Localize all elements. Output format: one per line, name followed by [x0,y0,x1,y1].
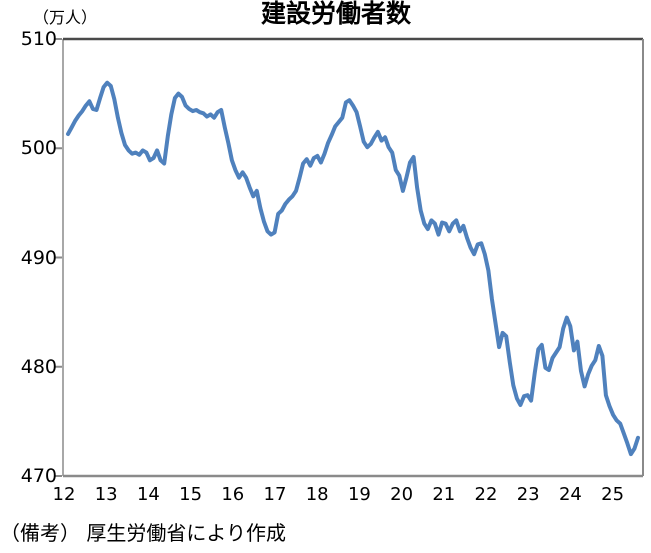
source-note: （備考） 厚生労働省により作成 [0,521,286,545]
x-tick-label: 25 [601,484,625,505]
y-axis-unit-label: （万人） [33,8,98,27]
x-tick-label: 20 [390,484,414,505]
x-tick-label: 22 [474,484,498,505]
y-tick-label: 470 [20,465,57,487]
x-tick-label: 18 [305,484,329,505]
x-tick-label: 24 [558,484,582,505]
data-series-line [66,80,640,457]
x-tick-label: 12 [52,484,76,505]
chart-title: 建設労働者数 [260,0,411,28]
x-tick-label: 21 [432,484,456,505]
x-tick-label: 23 [516,484,540,505]
y-tick-label: 490 [20,246,57,269]
y-tick-label: 500 [20,137,57,160]
y-tick-label: 480 [20,355,57,378]
x-tick-label: 15 [179,484,203,505]
x-tick-label: 19 [347,484,371,505]
x-tick-label: 13 [94,484,118,505]
y-tick-label: 510 [20,28,57,50]
x-tick-label: 14 [136,484,160,505]
x-tick-label: 17 [263,484,287,505]
x-tick-label: 16 [221,484,245,505]
